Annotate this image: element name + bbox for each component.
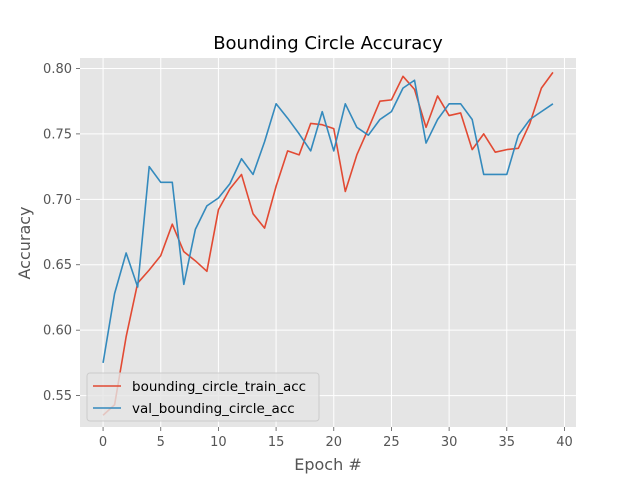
x-tick-label: 35 (499, 435, 516, 450)
x-tick-label: 30 (441, 435, 458, 450)
x-tick-label: 0 (99, 435, 107, 450)
y-tick-label: 0.75 (43, 127, 72, 142)
legend: bounding_circle_train_acc val_bounding_ci… (86, 372, 320, 422)
x-tick-label: 10 (210, 435, 227, 450)
y-axis-ticks: 0.55 0.60 0.65 0.70 0.75 0.80 (43, 62, 80, 404)
x-axis-label: Epoch # (294, 455, 361, 474)
legend-entry: val_bounding_circle_acc (132, 401, 295, 417)
y-tick-label: 0.70 (43, 193, 72, 208)
chart-title: Bounding Circle Accuracy (213, 33, 443, 54)
legend-entry: bounding_circle_train_acc (132, 379, 306, 395)
y-tick-label: 0.55 (43, 389, 72, 404)
y-tick-label: 0.60 (43, 324, 72, 339)
series-line-2 (102, 79, 554, 364)
x-tick-label: 40 (556, 435, 573, 450)
x-tick-label: 20 (325, 435, 342, 450)
x-axis-ticks: 0 5 10 15 20 25 30 35 40 (99, 427, 573, 450)
legend-box (86, 372, 320, 422)
x-tick-label: 25 (383, 435, 400, 450)
x-tick-label: 15 (268, 435, 285, 450)
y-tick-label: 0.65 (43, 258, 72, 273)
series-layer (102, 71, 554, 416)
x-tick-label: 5 (157, 435, 165, 450)
plot-area (80, 58, 576, 427)
y-tick-label: 0.80 (43, 62, 72, 77)
y-axis-label: Accuracy (15, 206, 34, 279)
